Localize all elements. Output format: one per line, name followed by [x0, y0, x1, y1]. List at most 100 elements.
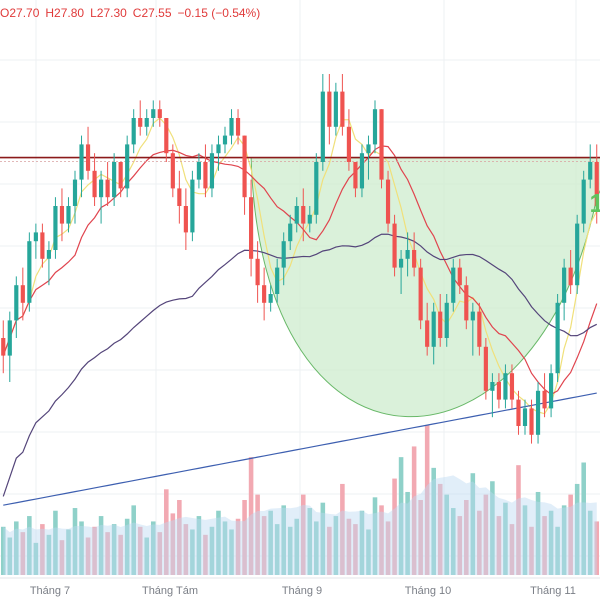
- volume-bar: [287, 526, 293, 575]
- volume-bar: [483, 494, 489, 575]
- month-label: Tháng 9: [282, 585, 322, 597]
- candle-body: [157, 109, 162, 118]
- ma-fast-line: [2, 117, 598, 415]
- volume-bar: [209, 526, 215, 575]
- volume-bar: [40, 524, 45, 575]
- candle-body: [125, 144, 130, 189]
- candle-body: [340, 91, 345, 127]
- candle-body: [346, 126, 351, 162]
- candle-body: [418, 267, 423, 321]
- month-label: Tháng Tám: [142, 585, 198, 597]
- ma-mid-line: [2, 145, 598, 396]
- candle-body: [196, 162, 201, 180]
- volume-bar: [587, 510, 593, 575]
- volume-bar: [424, 425, 430, 575]
- candle-body: [229, 118, 234, 136]
- high-value: 27.80: [54, 6, 85, 20]
- volume-bar: [464, 500, 469, 575]
- volume-bar: [281, 505, 286, 575]
- low-label: L: [90, 6, 97, 20]
- volume-bar: [235, 518, 241, 575]
- month-label: Tháng 10: [405, 585, 451, 597]
- volume-bar: [33, 542, 39, 575]
- candle-body: [477, 311, 482, 347]
- candle-body: [53, 206, 58, 250]
- candle-body: [522, 408, 528, 426]
- volume-bar: [229, 529, 234, 575]
- volume-bar: [503, 502, 508, 575]
- volume-bar: [535, 491, 541, 575]
- candle-body: [496, 382, 501, 400]
- candle-body: [412, 250, 417, 268]
- volume-bar: [27, 516, 32, 575]
- candle-body: [46, 250, 51, 259]
- ohlc-legend: O27.70 H27.80 L27.30 C27.55 −0.15 (−0.54…: [0, 2, 260, 24]
- close-label: C: [132, 6, 142, 20]
- volume-bar: [190, 529, 195, 575]
- resistance-line: [0, 156, 600, 163]
- candle-body: [353, 162, 358, 189]
- candle-body: [27, 241, 32, 303]
- candle-body: [581, 179, 586, 224]
- ohlc-change: −0.15 (−0.54%): [177, 6, 261, 20]
- volume-bar: [59, 540, 65, 575]
- volume-bar: [477, 510, 482, 575]
- candle-body: [288, 223, 293, 242]
- volume-bar: [294, 518, 300, 575]
- volume-bar: [405, 491, 410, 575]
- candle-body: [294, 206, 299, 224]
- volume-bar: [216, 510, 221, 575]
- volume-bar: [320, 502, 326, 575]
- candle-body: [92, 170, 97, 198]
- candle-body: [568, 267, 573, 286]
- candle-body: [385, 179, 391, 224]
- volume-bar: [437, 483, 443, 575]
- candle-body: [392, 223, 397, 268]
- month-label: Tháng 7: [30, 585, 70, 597]
- ma-slow-line: [2, 233, 598, 497]
- volume-bar: [248, 457, 254, 575]
- volume-bar: [164, 489, 169, 575]
- candle-body: [131, 118, 136, 145]
- volume-bar: [594, 521, 600, 575]
- candle-body: [183, 206, 188, 233]
- candle-body: [314, 162, 319, 215]
- candle-body: [301, 206, 306, 224]
- candle-body: [99, 179, 104, 198]
- volume-bar: [490, 481, 495, 575]
- volume-bar: [418, 500, 423, 575]
- candle-body: [177, 188, 182, 206]
- candle-body: [425, 320, 430, 347]
- volume-bar: [372, 497, 378, 575]
- candle-body: [262, 285, 267, 303]
- candle-body: [112, 162, 117, 198]
- high-label: H: [45, 6, 55, 20]
- candle-body: [451, 267, 456, 303]
- candle-body: [144, 118, 149, 127]
- volume-bar: [307, 508, 313, 575]
- candle-body: [359, 153, 365, 189]
- candle-body: [307, 214, 312, 224]
- volume-bar: [203, 534, 208, 575]
- candle-body: [281, 241, 286, 268]
- volume-bar: [333, 516, 339, 575]
- candle-body: [66, 206, 71, 224]
- candle-body: [268, 294, 273, 303]
- volume-bar: [105, 532, 110, 575]
- candle-body: [151, 109, 156, 118]
- candle-body: [438, 311, 443, 338]
- candle-body: [594, 162, 599, 206]
- candle-body: [490, 382, 495, 391]
- volume-bar: [242, 500, 247, 575]
- volume-bar: [92, 526, 97, 575]
- candle-body: [366, 144, 371, 154]
- candle-body: [516, 399, 521, 426]
- volume-bar: [542, 516, 547, 575]
- candle-body: [542, 390, 547, 409]
- close-value: 27.55: [141, 6, 172, 20]
- volume-bar: [222, 521, 228, 575]
- candle-body: [372, 109, 378, 145]
- volume-bar: [340, 483, 345, 575]
